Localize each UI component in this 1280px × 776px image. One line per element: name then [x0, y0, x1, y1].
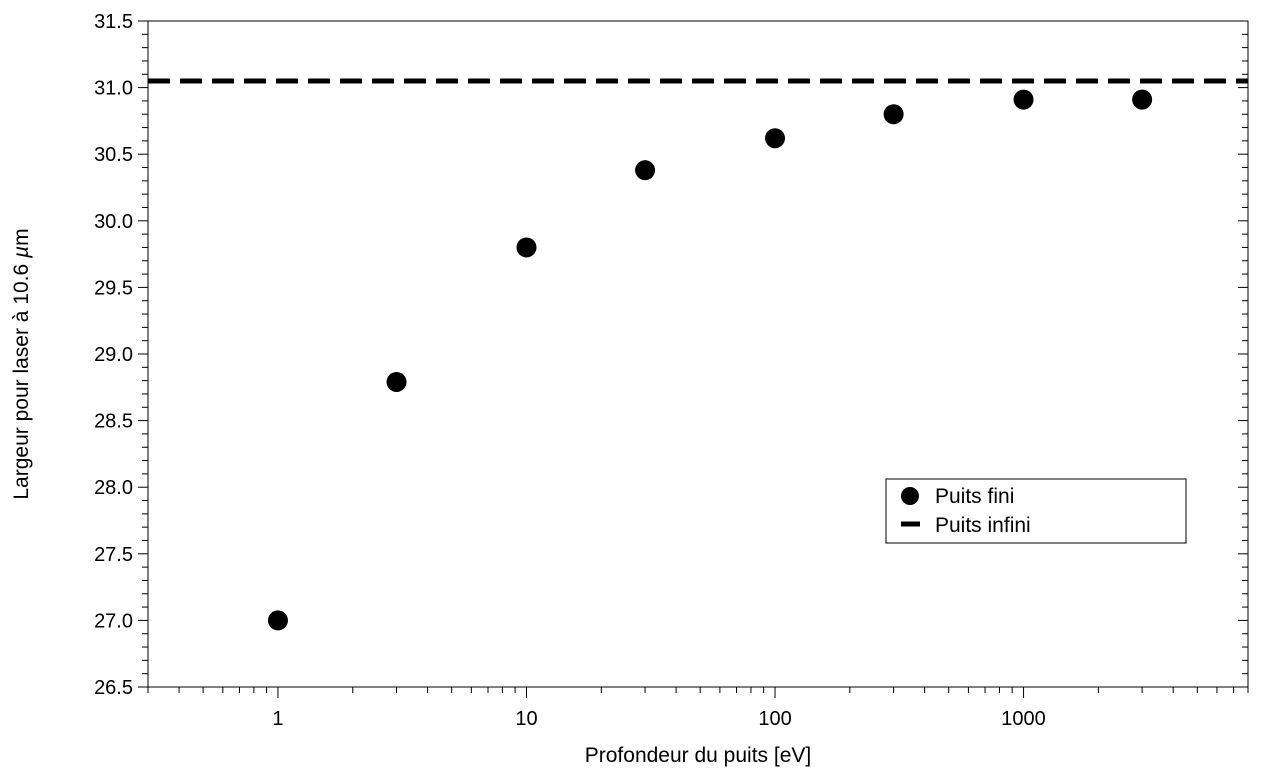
- puits-fini-point: [883, 104, 904, 125]
- y-axis-title-prefix: Largeur pour laser à 10.6: [10, 258, 33, 500]
- y-tick-label: 29.5: [94, 277, 133, 299]
- legend-marker-puits-fini: [901, 487, 919, 505]
- y-tick-label: 28.0: [94, 477, 133, 499]
- x-tick-label: 100: [758, 708, 791, 730]
- y-tick-label: 27.0: [94, 610, 133, 632]
- y-tick-label: 31.0: [94, 78, 133, 100]
- tick-labels: 26.5 27.0 27.5 28.0 28.5 29.0 29.5 30.0 30.5 31.0…: [94, 11, 1046, 730]
- legend-box: [885, 478, 1187, 544]
- puits-fini-point: [516, 237, 537, 258]
- y-tick-label: 30.5: [94, 144, 133, 166]
- x-axis-title: Profondeur du puits [eV]: [585, 744, 811, 767]
- puits-fini-point: [635, 160, 656, 181]
- puits-fini-point: [1013, 89, 1034, 110]
- x-tick-label: 10: [515, 708, 537, 730]
- y-tick-label: 30.0: [94, 211, 133, 233]
- puits-fini-point: [386, 371, 407, 392]
- y-tick-label: 29.0: [94, 344, 133, 366]
- series: [148, 78, 1248, 631]
- plot-frame: [147, 20, 1249, 688]
- legend-label-puits-infini: Puits infini: [935, 514, 1031, 537]
- axis-ticks: [138, 20, 1249, 698]
- y-axis-title-unit-symbol: µ: [10, 246, 33, 259]
- x-tick-label: 1: [272, 708, 283, 730]
- y-tick-label: 31.5: [94, 11, 133, 33]
- legend: Puits fini Puits infini: [885, 478, 1187, 544]
- puits-fini-point: [267, 610, 288, 631]
- y-axis-title-unit-rest: m: [10, 228, 33, 246]
- y-tick-label: 26.5: [94, 677, 133, 699]
- x-tick-label: 1000: [1001, 708, 1046, 730]
- legend-label-puits-fini: Puits fini: [935, 485, 1014, 508]
- puits-fini-point: [765, 128, 786, 149]
- y-tick-label: 28.5: [94, 411, 133, 433]
- y-tick-label: 27.5: [94, 544, 133, 566]
- puits-fini-point: [1132, 89, 1153, 110]
- y-axis-title: Largeur pour laser à 10.6 µm: [10, 228, 33, 499]
